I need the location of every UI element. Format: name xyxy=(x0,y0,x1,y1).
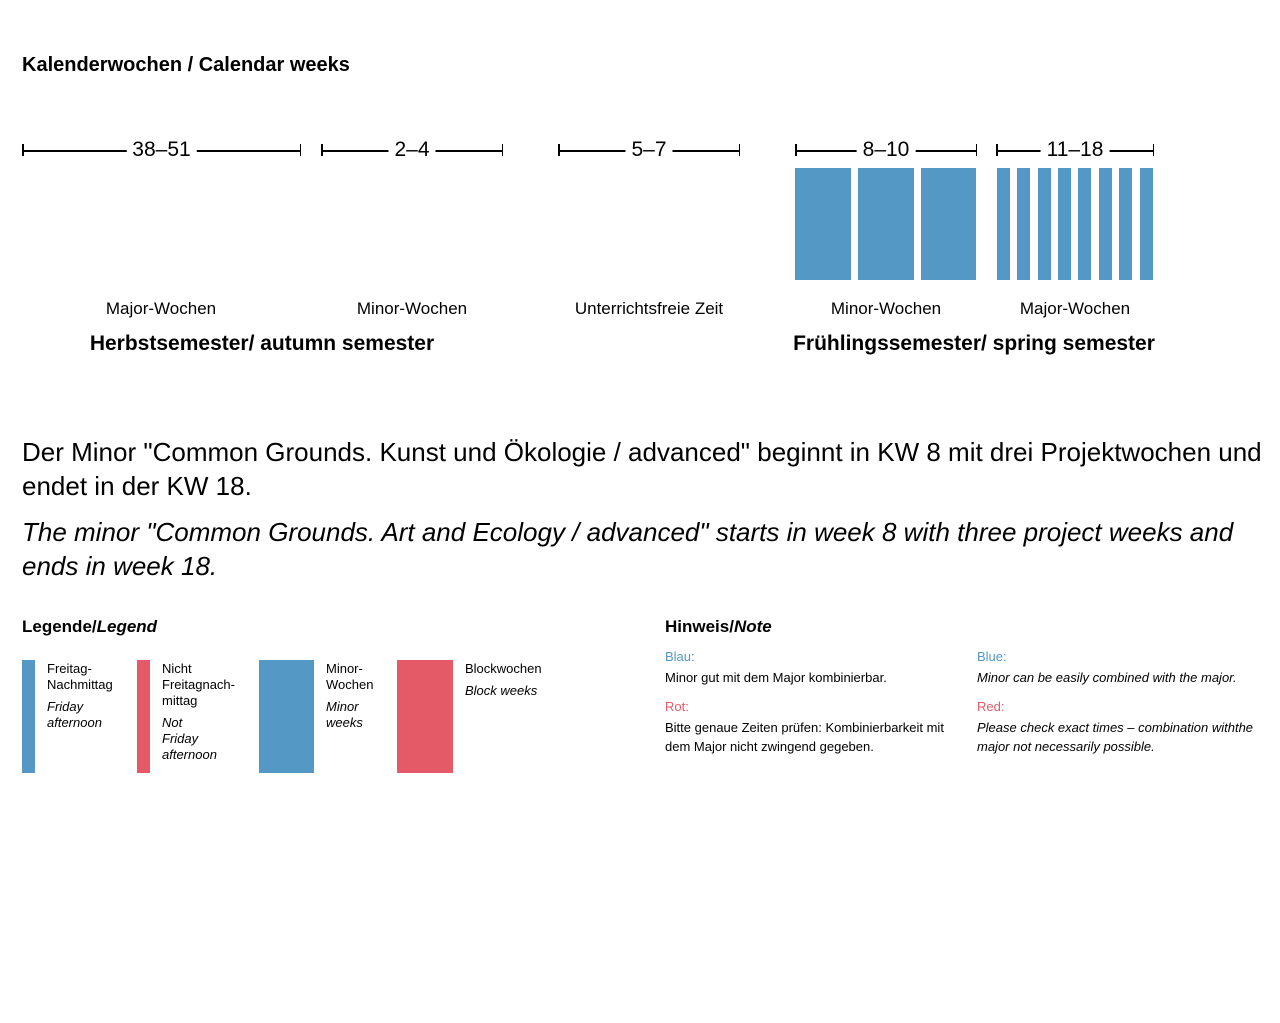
note-blue-text-de: Minor gut mit dem Major kombinierbar. xyxy=(665,670,887,685)
legend-item-not-friday-afternoon: Nicht Freitagnach- mittag Not Friday aft… xyxy=(162,661,252,763)
legend-label-de: Nicht Freitagnach- mittag xyxy=(162,661,235,708)
range-label: 38–51 xyxy=(126,138,197,162)
legend-heading: Legende/Legend xyxy=(22,617,157,637)
legend-swatch-minor-weeks xyxy=(259,660,314,773)
week-block-17 xyxy=(1119,168,1132,280)
week-block-15 xyxy=(1078,168,1091,280)
week-block-9 xyxy=(858,168,914,280)
segment-label: Unterrichtsfreie Zeit xyxy=(574,299,724,318)
note-red-key-en: Red: xyxy=(977,699,1005,714)
week-block-12 xyxy=(1017,168,1030,280)
note-heading-en: Note xyxy=(733,617,772,636)
range-8-10: 8–10 xyxy=(795,138,977,162)
legend-label-de: Minor- Wochen xyxy=(326,661,374,692)
legend-label-de: Blockwochen xyxy=(465,661,542,676)
note-heading: Hinweis/Note xyxy=(665,617,772,637)
segment-label: Minor-Wochen xyxy=(356,299,468,318)
legend-label-en: Not Friday afternoon xyxy=(162,715,217,762)
week-block-16 xyxy=(1099,168,1112,280)
range-11-18: 11–18 xyxy=(996,138,1154,162)
page-title: Kalenderwochen / Calendar weeks xyxy=(22,54,350,76)
legend-item-friday-afternoon: Freitag- Nachmittag Friday afternoon xyxy=(47,661,127,731)
segment-label: Major-Wochen xyxy=(105,299,217,318)
legend-swatch-block-weeks xyxy=(397,660,453,773)
legend-heading-de: Legende/ xyxy=(22,617,97,636)
note-blue-text-en: Minor can be easily combined with the ma… xyxy=(977,670,1237,685)
segment-label: Major-Wochen xyxy=(1019,299,1131,318)
note-blue-key-en: Blue: xyxy=(977,649,1007,664)
legend-item-minor-weeks: Minor- Wochen Minor weeks xyxy=(326,661,396,731)
legend-item-block-weeks: Blockwochen Block weeks xyxy=(465,661,565,699)
note-red-key-de: Rot: xyxy=(665,699,689,714)
description-german: Der Minor "Common Grounds. Kunst und Öko… xyxy=(22,437,1262,501)
range-2-4: 2–4 xyxy=(321,138,503,162)
legend-label-en: Friday afternoon xyxy=(47,699,102,730)
note-heading-de: Hinweis/ xyxy=(665,617,734,636)
range-label: 8–10 xyxy=(856,138,916,162)
week-block-18 xyxy=(1140,168,1153,280)
semester-label-spring: Frühlingssemester/ spring semester xyxy=(793,332,1155,355)
week-block-14 xyxy=(1058,168,1071,280)
range-5-7: 5–7 xyxy=(558,138,740,162)
week-block-13 xyxy=(1038,168,1051,280)
week-block-10 xyxy=(921,168,976,280)
legend-swatch-friday-afternoon xyxy=(22,660,35,773)
week-block-11 xyxy=(997,168,1010,280)
legend-label-en: Block weeks xyxy=(465,683,538,698)
legend-swatch-not-friday-afternoon xyxy=(137,660,150,773)
note-red-text-de: Bitte genaue Zeiten prüfen: Kombinierbar… xyxy=(665,720,944,754)
week-block-8 xyxy=(795,168,851,280)
note-blue-key-de: Blau: xyxy=(665,649,695,664)
range-label: 5–7 xyxy=(625,138,673,162)
legend-heading-en: Legend xyxy=(96,617,158,636)
description-english: The minor "Common Grounds. Art and Ecolo… xyxy=(22,517,1234,581)
semester-label-autumn: Herbstsemester/ autumn semester xyxy=(89,332,435,355)
segment-label: Minor-Wochen xyxy=(830,299,942,318)
range-label: 11–18 xyxy=(1040,138,1110,162)
range-label: 2–4 xyxy=(388,138,436,162)
note-red-text-en: Please check exact times – combination w… xyxy=(977,720,1254,754)
legend-label-de: Freitag- Nachmittag xyxy=(47,661,113,692)
legend-label-en: Minor weeks xyxy=(326,699,363,730)
range-38-51: 38–51 xyxy=(22,138,301,162)
